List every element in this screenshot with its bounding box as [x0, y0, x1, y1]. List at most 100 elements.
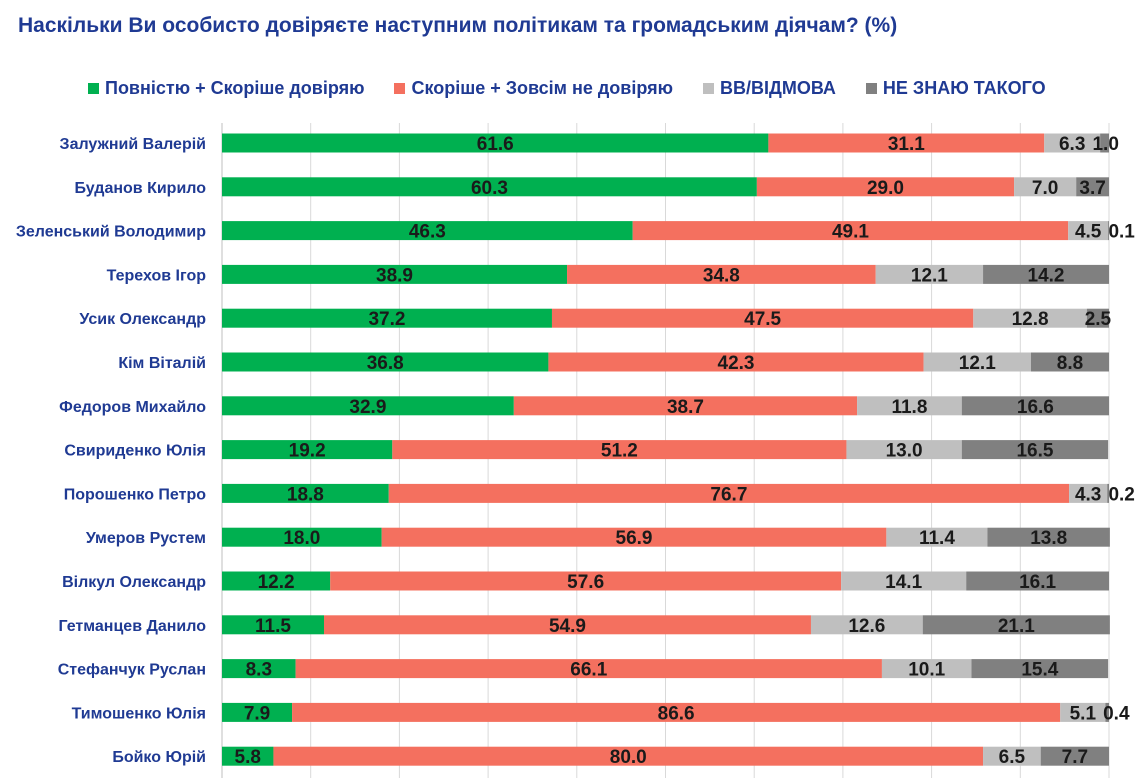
legend-label-trust: Повністю + Скоріше довіряю [105, 78, 365, 98]
bar-segment [324, 615, 811, 635]
data-label: 12.8 [1012, 309, 1049, 330]
bar-segment [1069, 483, 1108, 503]
legend-item-trust: Повністю + Скоріше довіряю [88, 78, 364, 99]
bar-segment [987, 527, 1110, 547]
data-label: 29.0 [867, 178, 904, 199]
bar-segment [222, 221, 633, 241]
data-label: 80.0 [610, 747, 647, 768]
data-label: 47.5 [744, 309, 781, 330]
data-label: 31.1 [888, 134, 925, 155]
category-label: Умеров Рустем [86, 530, 206, 547]
category-label: Порошенко Петро [64, 486, 207, 503]
data-label: 32.9 [349, 397, 386, 418]
legend: Повністю + Скоріше довіряю Скоріше + Зов… [88, 78, 1046, 99]
data-label: 12.1 [911, 265, 948, 286]
bar-segment [295, 659, 882, 679]
legend-label-unknown: НЕ ЗНАЮ ТАКОГО [882, 78, 1046, 98]
data-label: 13.8 [1030, 528, 1067, 549]
bar-segment [810, 615, 923, 635]
bar-segment [548, 352, 924, 372]
legend-item-distrust: Скоріше + Зовсім не довіряю [394, 78, 673, 99]
bar-segment [1076, 177, 1109, 197]
bar-segment [222, 352, 549, 372]
data-label: 42.3 [718, 353, 755, 374]
bar-segment [330, 571, 842, 591]
legend-swatch-refusal [703, 83, 714, 94]
bar-segment [222, 571, 331, 591]
data-label: 11.8 [891, 397, 927, 418]
data-label: 38.9 [376, 265, 413, 286]
bar-segment [983, 264, 1109, 284]
bar-segment [923, 352, 1031, 372]
category-label: Терехов Ігор [107, 267, 207, 284]
bar-segment [222, 483, 389, 503]
bar-segment [1040, 746, 1109, 766]
bar-segment [966, 571, 1109, 591]
bar-segment [1030, 352, 1109, 372]
bar-segment [857, 396, 962, 416]
data-label: 15.4 [1021, 660, 1058, 681]
data-label: 11.5 [255, 616, 291, 637]
bar-segment [1060, 702, 1106, 722]
bar-segment [388, 483, 1070, 503]
data-label: 3.7 [1079, 178, 1105, 199]
bar-segment [1108, 221, 1109, 241]
chart-title: Наскільки Ви особисто довіряєте наступни… [18, 14, 898, 37]
bar-segment [222, 396, 514, 416]
bar-segment [222, 133, 769, 153]
category-label: Кім Віталій [118, 355, 206, 372]
data-label: 46.3 [409, 222, 446, 243]
category-label: Свириденко Юлія [64, 443, 206, 460]
data-label: 37.2 [368, 309, 405, 330]
bar-segment [222, 746, 274, 766]
category-label: Гетманцев Данило [58, 618, 206, 635]
legend-label-distrust: Скоріше + Зовсім не довіряю [411, 78, 673, 98]
data-label: 2.5 [1085, 309, 1112, 330]
data-label: 0.2 [1108, 484, 1134, 505]
data-label: 5.8 [235, 747, 261, 768]
bar-segment [567, 264, 876, 284]
category-label: Зеленський Володимир [16, 224, 206, 241]
bar-segment [222, 527, 382, 547]
bar-segment [1107, 483, 1109, 503]
data-label: 54.9 [549, 616, 586, 637]
legend-item-refusal: ВВ/ВІДМОВА [703, 78, 836, 99]
category-label: Залужний Валерій [60, 136, 206, 153]
data-label: 18.8 [287, 484, 324, 505]
bar-segment [961, 396, 1109, 416]
bar-segment [513, 396, 858, 416]
data-label: 34.8 [703, 265, 740, 286]
data-label: 10.1 [908, 660, 945, 681]
data-label: 14.2 [1028, 265, 1065, 286]
bar-segment [222, 440, 393, 460]
data-label: 6.3 [1059, 134, 1085, 155]
data-label: 49.1 [832, 222, 869, 243]
data-label: 51.2 [601, 441, 638, 462]
bar-segment [881, 659, 972, 679]
category-label: Тимошенко Юлія [72, 705, 206, 722]
legend-label-refusal: ВВ/ВІДМОВА [720, 78, 836, 98]
data-label: 18.0 [283, 528, 320, 549]
legend-swatch-distrust [394, 83, 406, 94]
data-label: 12.6 [848, 616, 885, 637]
legend-item-unknown: НЕ ЗНАЮ ТАКОГО [865, 78, 1046, 99]
bar-segment [841, 571, 967, 591]
bar-segment [292, 702, 1061, 722]
bar-segment [222, 615, 325, 635]
data-label: 8.3 [246, 660, 272, 681]
bar-segment [973, 308, 1087, 328]
bar-segment [1014, 177, 1077, 197]
data-label: 12.2 [258, 572, 295, 593]
bar-segment [846, 440, 962, 460]
category-label: Бойко Юрій [112, 749, 206, 766]
bar-segment [222, 659, 296, 679]
category-label: Буданов Кирило [75, 180, 207, 197]
data-label: 14.1 [885, 572, 922, 593]
bar-segment [768, 133, 1045, 153]
data-label: 16.5 [1016, 441, 1053, 462]
data-label: 13.0 [886, 441, 923, 462]
data-label: 0.4 [1103, 703, 1130, 724]
data-label: 38.7 [667, 397, 704, 418]
bar-segment [222, 308, 552, 328]
